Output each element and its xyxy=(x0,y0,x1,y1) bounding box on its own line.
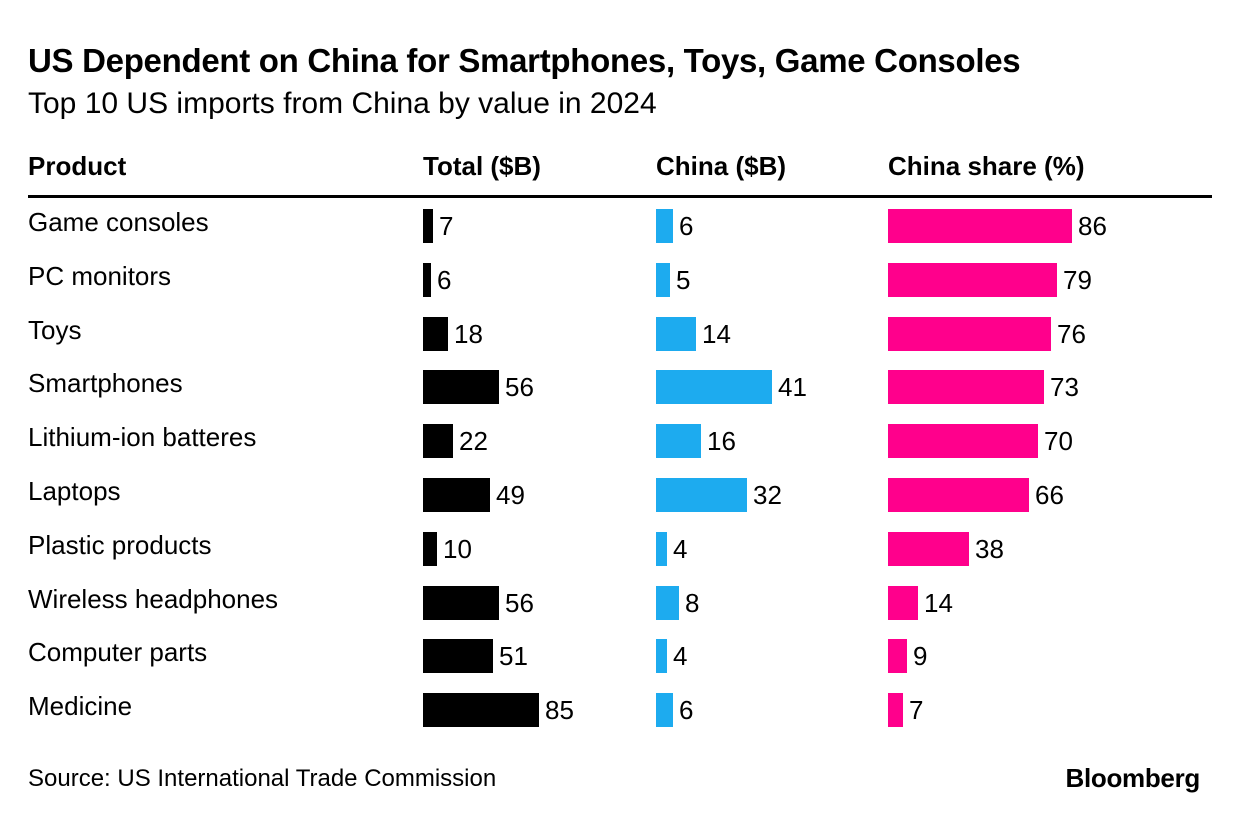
share-value-label: 79 xyxy=(1063,264,1092,295)
share-bar xyxy=(888,209,1072,243)
total-bar xyxy=(423,209,433,243)
share-bar xyxy=(888,693,903,728)
row-label: Smartphones xyxy=(28,368,183,399)
share-bar xyxy=(888,531,969,566)
total-value-label: 49 xyxy=(496,480,525,510)
china-bar xyxy=(656,424,701,459)
share-value-label: 7 xyxy=(909,695,924,726)
total-value-label: 6 xyxy=(437,264,452,295)
chart-title: US Dependent on China for Smartphones, T… xyxy=(28,42,1021,79)
share-bar xyxy=(888,316,1051,351)
china-value-label: 8 xyxy=(685,587,700,618)
total-bar xyxy=(423,478,490,512)
china-value-label: 4 xyxy=(673,533,688,564)
china-bar xyxy=(656,531,667,566)
total-bar xyxy=(423,693,539,728)
column-header-china-share: China share (%) xyxy=(888,151,1085,181)
china-value-label: 4 xyxy=(673,641,688,672)
total-bar xyxy=(423,424,453,459)
china-value-label: 32 xyxy=(753,480,782,510)
row-label: Computer parts xyxy=(28,637,208,668)
china-bar xyxy=(656,693,673,728)
total-bar xyxy=(423,585,499,620)
column-header-total: Total ($B) xyxy=(423,151,541,181)
total-bar xyxy=(423,262,431,297)
china-value-label: 14 xyxy=(702,318,731,349)
china-bar xyxy=(656,585,679,620)
total-value-label: 56 xyxy=(505,372,534,403)
row-label: PC monitors xyxy=(28,260,172,291)
china-bar xyxy=(656,209,673,243)
total-bar xyxy=(423,531,437,566)
share-value-label: 14 xyxy=(924,587,953,618)
share-bar xyxy=(888,639,907,674)
share-bar xyxy=(888,424,1038,459)
total-value-label: 18 xyxy=(454,318,483,349)
total-value-label: 56 xyxy=(505,587,534,618)
total-value-label: 51 xyxy=(499,641,528,672)
column-header-china: China ($B) xyxy=(656,151,786,181)
china-bar xyxy=(656,262,670,297)
china-value-label: 6 xyxy=(679,211,694,241)
row-label: Laptops xyxy=(28,476,121,506)
source-note: Source: US International Trade Commissio… xyxy=(28,765,497,792)
header-divider xyxy=(28,195,1212,198)
china-value-label: 6 xyxy=(679,695,694,726)
total-value-label: 10 xyxy=(443,533,472,564)
share-value-label: 9 xyxy=(913,641,928,672)
china-bar xyxy=(656,370,772,405)
china-value-label: 41 xyxy=(778,372,807,403)
total-bar xyxy=(423,316,448,351)
china-bar xyxy=(656,639,667,674)
china-bar xyxy=(656,316,696,351)
chart-subtitle: Top 10 US imports from China by value in… xyxy=(28,87,657,120)
share-value-label: 66 xyxy=(1035,480,1064,510)
china-value-label: 5 xyxy=(676,264,691,295)
share-value-label: 76 xyxy=(1057,318,1086,349)
row-label: Medicine xyxy=(28,691,133,722)
total-bar xyxy=(423,370,499,405)
bloomberg-logo: Bloomberg xyxy=(1065,763,1200,793)
china-value-label: 16 xyxy=(707,426,736,457)
row-label: Plastic products xyxy=(28,529,212,560)
share-bar xyxy=(888,478,1029,512)
china-bar xyxy=(656,478,747,512)
total-bar xyxy=(423,639,493,674)
row-label: Wireless headphones xyxy=(28,583,279,614)
row-label: Game consoles xyxy=(28,207,209,237)
share-bar xyxy=(888,370,1044,405)
total-value-label: 85 xyxy=(545,695,574,726)
share-bar xyxy=(888,262,1057,297)
row-label: Lithium-ion batteres xyxy=(28,422,257,453)
total-value-label: 22 xyxy=(459,426,488,457)
share-value-label: 38 xyxy=(975,533,1004,564)
total-value-label: 7 xyxy=(439,211,454,241)
share-value-label: 70 xyxy=(1044,426,1073,457)
row-label: Toys xyxy=(28,314,82,345)
share-value-label: 86 xyxy=(1078,211,1107,241)
share-value-label: 73 xyxy=(1050,372,1079,403)
share-bar xyxy=(888,585,918,620)
column-header-product: Product xyxy=(28,151,127,181)
